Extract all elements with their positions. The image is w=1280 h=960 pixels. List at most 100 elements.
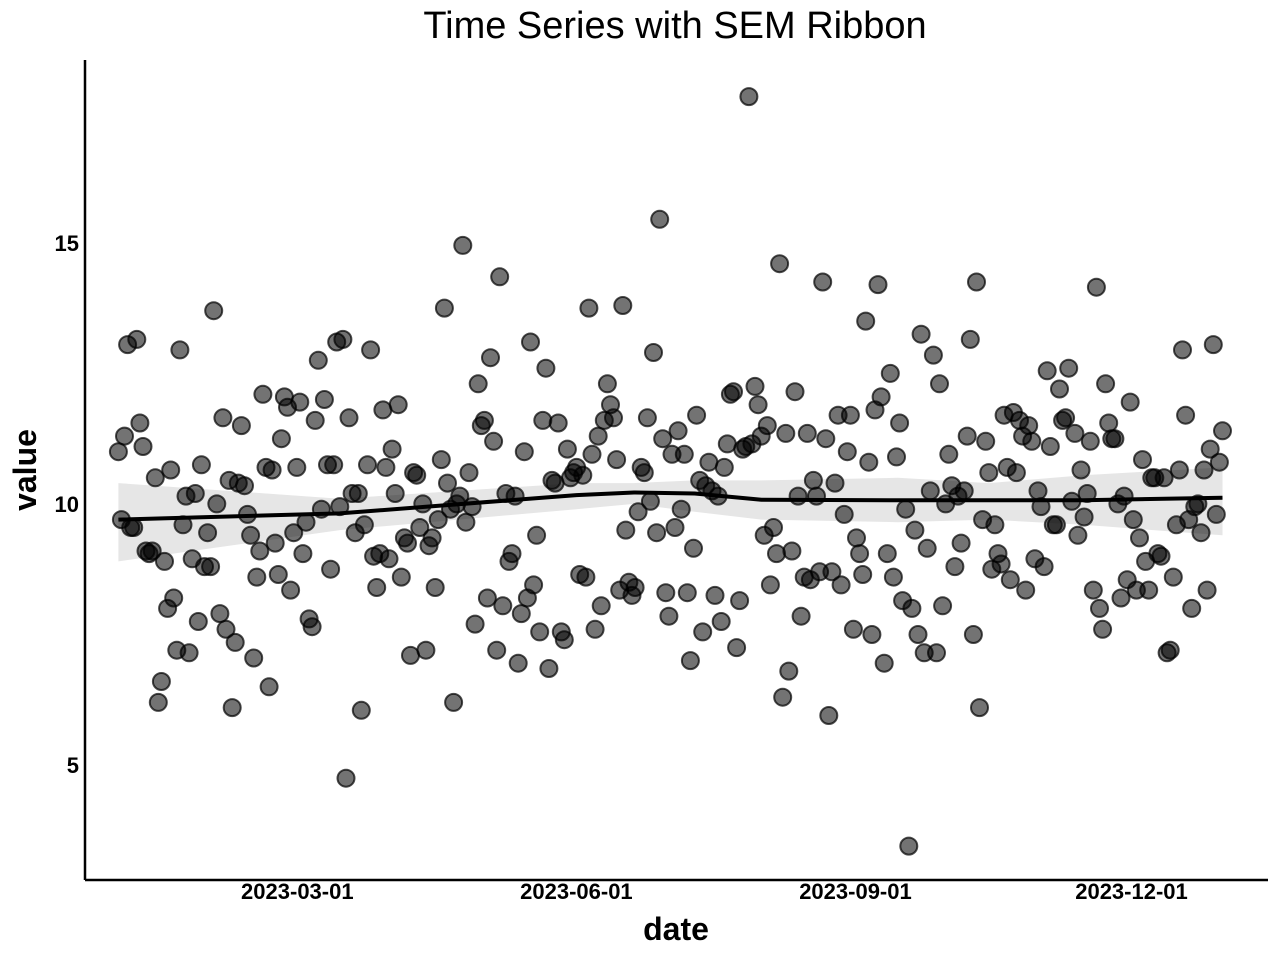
data-point — [505, 486, 525, 506]
data-point — [1194, 460, 1214, 480]
data-point — [410, 518, 430, 537]
data-point — [477, 588, 497, 608]
data-point — [1169, 460, 1189, 480]
data-point — [640, 491, 660, 511]
data-point — [1203, 335, 1223, 355]
data-point — [330, 497, 350, 517]
data-point — [241, 525, 261, 545]
data-point — [1016, 580, 1036, 600]
data-point — [745, 376, 765, 396]
data-point — [825, 473, 845, 493]
data-point — [161, 460, 181, 480]
data-point — [976, 431, 996, 451]
data-point — [1114, 486, 1134, 506]
data-point — [1163, 567, 1183, 587]
data-point — [1120, 392, 1140, 412]
data-point — [607, 450, 627, 470]
data-point — [382, 439, 402, 459]
data-point — [1154, 468, 1174, 488]
data-point — [225, 632, 245, 652]
data-point — [1050, 379, 1069, 399]
data-point — [557, 439, 577, 459]
data-point — [693, 622, 713, 642]
data-point — [757, 416, 777, 436]
data-point — [1105, 429, 1125, 449]
data-point — [198, 523, 218, 543]
data-point — [533, 410, 553, 430]
data-points-layer — [108, 87, 1232, 856]
data-point — [308, 350, 328, 370]
data-point — [222, 698, 242, 718]
data-point — [705, 585, 725, 605]
data-point — [840, 405, 860, 425]
data-point — [782, 541, 802, 561]
data-point — [890, 413, 910, 433]
data-point — [954, 481, 974, 501]
data-point — [268, 565, 288, 584]
data-point — [1090, 598, 1109, 618]
data-point — [514, 442, 534, 462]
data-point — [1099, 413, 1119, 433]
data-point — [724, 382, 743, 402]
data-point — [1071, 460, 1091, 480]
data-point — [185, 484, 205, 503]
data-point — [868, 275, 888, 295]
data-point — [979, 463, 999, 483]
data-point — [727, 638, 747, 658]
data-point — [1080, 431, 1100, 451]
data-point — [333, 329, 353, 349]
data-point — [155, 551, 174, 571]
data-point — [797, 423, 817, 443]
data-point — [1111, 588, 1131, 608]
data-point — [647, 523, 667, 543]
data-point — [991, 554, 1011, 574]
data-point — [191, 455, 211, 475]
data-point — [788, 486, 808, 506]
data-point — [1200, 439, 1220, 459]
data-point — [1197, 580, 1217, 600]
data-point — [1191, 523, 1211, 543]
data-point — [142, 541, 162, 561]
data-point — [967, 272, 986, 292]
data-point — [1068, 525, 1088, 545]
data-point — [945, 557, 965, 577]
data-point — [883, 567, 903, 587]
data-point — [1123, 510, 1143, 530]
data-point — [554, 630, 574, 650]
data-point — [444, 692, 464, 712]
data-point — [807, 486, 826, 506]
data-point — [874, 653, 894, 673]
data-point — [385, 484, 405, 503]
data-point — [887, 447, 906, 467]
data-point — [502, 544, 522, 564]
data-point — [1040, 437, 1060, 456]
data-point — [920, 481, 940, 501]
data-point — [714, 457, 734, 477]
data-point — [253, 384, 273, 404]
data-point — [207, 494, 227, 514]
data-point — [201, 557, 221, 577]
data-point — [336, 768, 356, 788]
data-point — [1182, 598, 1202, 618]
data-point — [1083, 580, 1103, 600]
data-point — [951, 533, 971, 553]
data-point — [527, 525, 547, 545]
data-point — [262, 460, 282, 480]
data-point — [850, 544, 870, 564]
data-point — [413, 494, 433, 514]
data-point — [764, 518, 783, 537]
data-point — [597, 374, 617, 394]
data-point — [859, 452, 879, 472]
data-point — [231, 416, 251, 436]
data-point — [487, 640, 507, 660]
data-point — [684, 538, 703, 558]
data-point — [822, 562, 842, 582]
data-point — [348, 484, 368, 503]
data-point — [880, 363, 900, 383]
data-point — [367, 578, 387, 597]
data-point — [305, 410, 325, 430]
data-point — [416, 640, 436, 660]
data-point — [536, 358, 556, 378]
data-point — [939, 444, 959, 464]
